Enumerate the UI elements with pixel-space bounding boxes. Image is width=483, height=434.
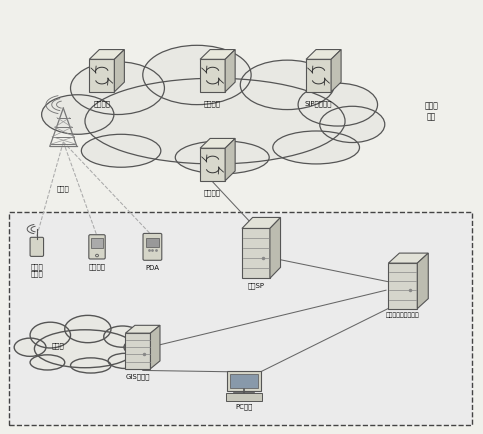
FancyBboxPatch shape [230, 375, 257, 388]
Text: 通信塔: 通信塔 [57, 184, 70, 191]
Polygon shape [200, 50, 235, 60]
Text: 定位SP: 定位SP [247, 282, 265, 289]
Polygon shape [225, 50, 235, 92]
Ellipse shape [298, 84, 378, 127]
Polygon shape [270, 218, 281, 279]
Polygon shape [388, 253, 428, 263]
Ellipse shape [104, 326, 142, 348]
Polygon shape [151, 326, 160, 369]
FancyBboxPatch shape [89, 235, 105, 260]
Ellipse shape [81, 135, 161, 168]
Text: PC终端: PC终端 [235, 402, 253, 409]
Ellipse shape [71, 62, 164, 115]
Polygon shape [200, 149, 225, 181]
Text: 运营商
网络: 运营商 网络 [425, 101, 439, 121]
Text: GIS服务器: GIS服务器 [126, 373, 150, 379]
FancyBboxPatch shape [227, 371, 260, 391]
FancyBboxPatch shape [143, 234, 162, 261]
Ellipse shape [175, 141, 269, 174]
Polygon shape [126, 326, 160, 333]
Text: 智能手机: 智能手机 [88, 263, 105, 269]
Ellipse shape [124, 339, 156, 356]
Ellipse shape [143, 46, 251, 105]
Polygon shape [114, 50, 124, 92]
FancyBboxPatch shape [30, 238, 43, 257]
Polygon shape [417, 253, 428, 309]
Polygon shape [242, 218, 281, 229]
Ellipse shape [85, 79, 345, 164]
Ellipse shape [320, 107, 385, 143]
Ellipse shape [42, 95, 114, 135]
Text: 互联网: 互联网 [52, 341, 65, 348]
FancyBboxPatch shape [226, 393, 262, 401]
Text: 考勤管理系统服务器: 考勤管理系统服务器 [386, 312, 420, 318]
Ellipse shape [273, 132, 359, 164]
Text: SIP呼叫网关: SIP呼叫网关 [305, 100, 332, 107]
FancyBboxPatch shape [91, 238, 102, 249]
Text: 定位网关: 定位网关 [204, 189, 221, 195]
Ellipse shape [14, 339, 46, 356]
Polygon shape [225, 139, 235, 181]
Polygon shape [126, 333, 151, 369]
Text: PDA: PDA [145, 265, 159, 270]
Ellipse shape [108, 353, 143, 368]
Text: 短信网关: 短信网关 [93, 100, 110, 107]
Ellipse shape [65, 316, 111, 343]
Polygon shape [89, 60, 114, 92]
Ellipse shape [30, 322, 71, 348]
Polygon shape [89, 50, 124, 60]
Text: 车载定
位设备: 车载定 位设备 [30, 263, 43, 276]
Polygon shape [242, 229, 270, 279]
Polygon shape [200, 60, 225, 92]
Polygon shape [306, 60, 331, 92]
FancyBboxPatch shape [146, 238, 159, 248]
Ellipse shape [30, 355, 65, 370]
Polygon shape [331, 50, 341, 92]
FancyBboxPatch shape [9, 213, 472, 424]
Ellipse shape [241, 61, 334, 110]
Ellipse shape [34, 330, 136, 368]
Text: 彩信网关: 彩信网关 [204, 100, 221, 107]
Polygon shape [306, 50, 341, 60]
Polygon shape [388, 263, 417, 309]
Ellipse shape [71, 358, 111, 373]
Polygon shape [200, 139, 235, 149]
